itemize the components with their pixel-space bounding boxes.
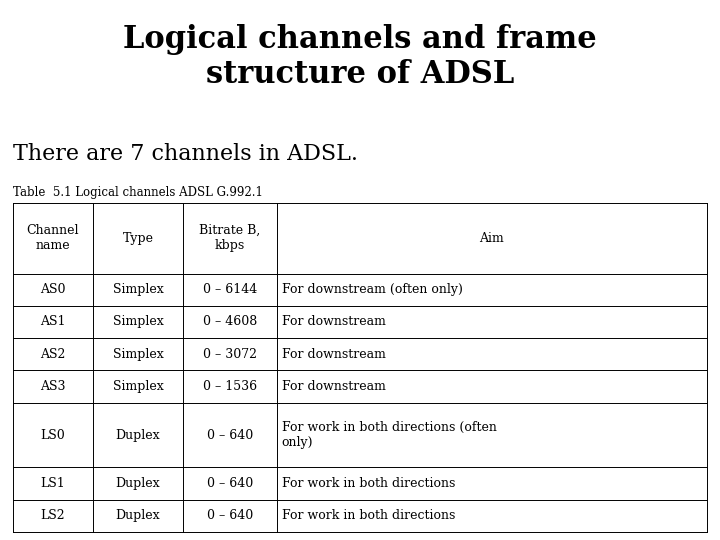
Text: Bitrate B,
kbps: Bitrate B, kbps (199, 224, 261, 252)
Text: LS0: LS0 (40, 429, 66, 442)
Text: There are 7 channels in ADSL.: There are 7 channels in ADSL. (13, 143, 358, 165)
Text: For work in both directions: For work in both directions (282, 509, 455, 522)
Text: 0 – 4608: 0 – 4608 (203, 315, 257, 328)
Text: AS2: AS2 (40, 348, 66, 361)
Text: For work in both directions (often
only): For work in both directions (often only) (282, 421, 497, 449)
Text: Channel
name: Channel name (27, 224, 79, 252)
Text: 0 – 640: 0 – 640 (207, 509, 253, 522)
Text: 0 – 1536: 0 – 1536 (203, 380, 257, 393)
Text: 0 – 6144: 0 – 6144 (203, 283, 257, 296)
Text: For downstream: For downstream (282, 315, 386, 328)
Text: For downstream: For downstream (282, 348, 386, 361)
Text: Duplex: Duplex (116, 477, 161, 490)
Text: Table  5.1 Logical channels ADSL G.992.1: Table 5.1 Logical channels ADSL G.992.1 (13, 186, 263, 199)
Text: AS3: AS3 (40, 380, 66, 393)
Text: Aim: Aim (480, 232, 504, 245)
Text: LS2: LS2 (40, 509, 66, 522)
Text: AS0: AS0 (40, 283, 66, 296)
Text: 0 – 640: 0 – 640 (207, 429, 253, 442)
Text: Duplex: Duplex (116, 429, 161, 442)
Text: Simplex: Simplex (112, 348, 163, 361)
Text: 0 – 3072: 0 – 3072 (203, 348, 257, 361)
Text: Simplex: Simplex (112, 380, 163, 393)
Text: Type: Type (122, 232, 153, 245)
Text: For work in both directions: For work in both directions (282, 477, 455, 490)
Text: LS1: LS1 (40, 477, 66, 490)
Text: Logical channels and frame
structure of ADSL: Logical channels and frame structure of … (123, 24, 597, 90)
Text: Simplex: Simplex (112, 283, 163, 296)
Text: Duplex: Duplex (116, 509, 161, 522)
Text: Simplex: Simplex (112, 315, 163, 328)
Text: For downstream (often only): For downstream (often only) (282, 283, 463, 296)
Text: AS1: AS1 (40, 315, 66, 328)
Text: For downstream: For downstream (282, 380, 386, 393)
Text: 0 – 640: 0 – 640 (207, 477, 253, 490)
